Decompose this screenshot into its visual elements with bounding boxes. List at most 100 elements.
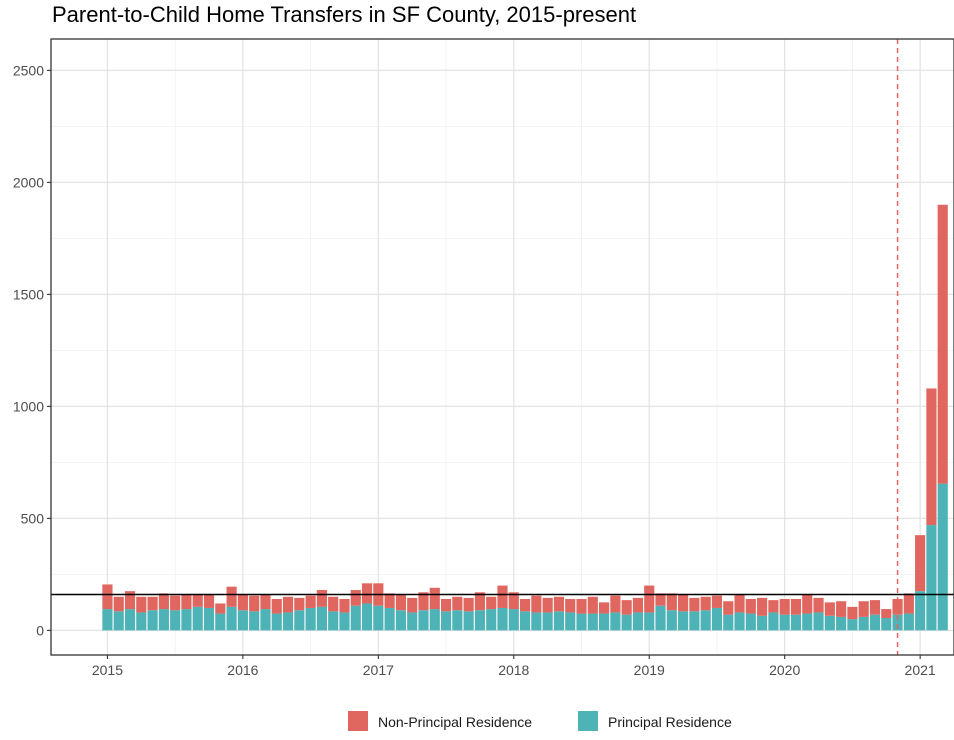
bar-principal-residence — [689, 611, 700, 631]
bar-principal-residence — [181, 609, 192, 631]
legend-swatch — [578, 711, 598, 731]
bar-principal-residence — [700, 610, 711, 631]
bar-non-principal-residence — [294, 597, 305, 611]
x-tick-label: 2015 — [92, 662, 123, 678]
bar-principal-residence — [339, 612, 350, 631]
bar-principal-residence — [429, 609, 440, 631]
bar-principal-residence — [824, 615, 835, 631]
bar-principal-residence — [260, 609, 271, 631]
bar-non-principal-residence — [339, 599, 350, 613]
bar-principal-residence — [519, 611, 531, 631]
bar-principal-residence — [124, 609, 136, 631]
bar-principal-residence — [565, 612, 576, 631]
bar-non-principal-residence — [542, 597, 553, 613]
x-tick-label: 2021 — [905, 662, 936, 678]
bar-non-principal-residence — [824, 602, 835, 616]
bar-principal-residence — [418, 610, 429, 631]
bar-principal-residence — [328, 611, 339, 631]
bar-non-principal-residence — [689, 597, 700, 612]
bar-principal-residence — [836, 616, 847, 631]
bar-principal-residence — [170, 610, 181, 631]
y-tick-label: 1500 — [13, 286, 44, 302]
bar-principal-residence — [734, 612, 745, 631]
bar-non-principal-residence — [576, 599, 587, 614]
y-tick-label: 0 — [36, 622, 44, 638]
bar-principal-residence — [474, 610, 486, 631]
bar-principal-residence — [632, 612, 644, 631]
bar-principal-residence — [553, 611, 565, 631]
bar-non-principal-residence — [440, 599, 452, 612]
bar-principal-residence — [576, 613, 587, 631]
bar-principal-residence — [858, 616, 869, 631]
bar-principal-residence — [508, 609, 519, 631]
legend-swatch — [348, 711, 368, 731]
bar-non-principal-residence — [881, 609, 892, 619]
bar-principal-residence — [384, 607, 395, 631]
bar-non-principal-residence — [384, 593, 395, 608]
bar-non-principal-residence — [632, 597, 644, 613]
bar-non-principal-residence — [271, 599, 282, 614]
bar-principal-residence — [136, 612, 147, 631]
bar-principal-residence — [926, 525, 937, 631]
bar-non-principal-residence — [429, 587, 440, 610]
bar-non-principal-residence — [937, 204, 948, 484]
bar-principal-residence — [294, 610, 305, 631]
bar-principal-residence — [407, 612, 418, 631]
bar-non-principal-residence — [644, 585, 655, 613]
bar-non-principal-residence — [565, 599, 576, 613]
bar-non-principal-residence — [700, 596, 711, 611]
bar-non-principal-residence — [158, 593, 169, 610]
bar-non-principal-residence — [395, 594, 406, 611]
bar-principal-residence — [757, 615, 768, 631]
y-tick-label: 2000 — [13, 174, 44, 190]
bar-principal-residence — [486, 609, 497, 631]
bar-non-principal-residence — [452, 596, 463, 611]
bar-principal-residence — [192, 606, 203, 631]
bar-non-principal-residence — [836, 601, 847, 617]
chart-title: Parent-to-Child Home Transfers in SF Cou… — [52, 2, 637, 27]
bar-non-principal-residence — [610, 595, 621, 613]
bar-principal-residence — [610, 612, 621, 631]
bar-principal-residence — [937, 483, 948, 631]
bar-principal-residence — [869, 614, 881, 631]
bar-non-principal-residence — [587, 596, 598, 614]
bar-principal-residence — [621, 614, 632, 631]
bar-non-principal-residence — [361, 583, 373, 604]
bar-non-principal-residence — [531, 595, 542, 613]
bar-non-principal-residence — [282, 596, 294, 613]
bar-principal-residence — [215, 613, 226, 631]
bar-non-principal-residence — [316, 590, 327, 607]
bar-non-principal-residence — [915, 535, 926, 592]
bar-principal-residence — [395, 610, 406, 631]
bar-principal-residence — [711, 607, 723, 631]
y-tick-label: 1000 — [13, 398, 44, 414]
bar-non-principal-residence — [192, 594, 203, 607]
bar-non-principal-residence — [813, 597, 824, 613]
bar-principal-residence — [113, 611, 124, 631]
bar-non-principal-residence — [215, 603, 226, 614]
bar-principal-residence — [813, 612, 824, 631]
bar-non-principal-residence — [621, 600, 632, 615]
bar-principal-residence — [915, 591, 926, 631]
x-tick-label: 2020 — [769, 662, 800, 678]
bar-principal-residence — [599, 613, 610, 631]
bar-non-principal-residence — [407, 597, 418, 613]
bar-non-principal-residence — [226, 586, 237, 607]
bar-non-principal-residence — [508, 592, 519, 610]
bar-principal-residence — [271, 613, 282, 631]
bar-non-principal-residence — [779, 599, 790, 615]
bar-non-principal-residence — [553, 596, 565, 612]
y-tick-label: 2500 — [13, 62, 44, 78]
bar-principal-residence — [768, 612, 779, 631]
bar-principal-residence — [361, 603, 373, 631]
bar-non-principal-residence — [463, 597, 474, 612]
bar-principal-residence — [463, 611, 474, 631]
bar-principal-residence — [147, 610, 158, 631]
x-tick-label: 2016 — [227, 662, 258, 678]
bar-non-principal-residence — [802, 594, 813, 614]
x-tick-label: 2018 — [498, 662, 529, 678]
bar-non-principal-residence — [519, 599, 531, 612]
bar-non-principal-residence — [599, 602, 610, 614]
bar-non-principal-residence — [260, 594, 271, 610]
bar-non-principal-residence — [926, 388, 937, 526]
